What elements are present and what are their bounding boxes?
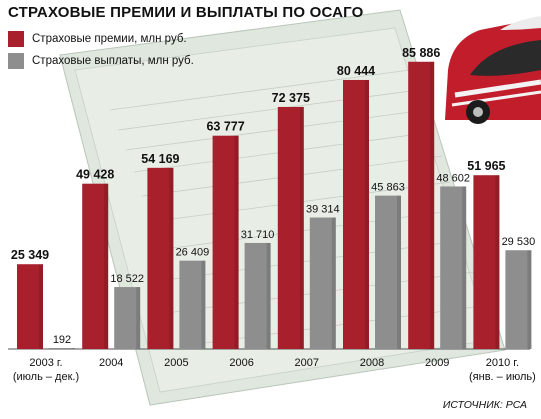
payout-value-label: 18 522 [110,273,144,285]
premium-bar-shade [430,61,435,350]
payout-bar-shade [71,348,75,349]
premium-value-label: 85 886 [402,46,440,60]
premium-bar [82,183,109,349]
payout-bar-shade [397,195,401,349]
premium-bar [473,175,500,349]
premium-bar [277,106,304,349]
x-tick-label: 2010 г. [486,357,519,369]
premium-bar [147,167,174,349]
premium-value-label: 49 428 [76,168,114,182]
premium-value-label: 54 169 [141,152,179,166]
premium-value-label: 72 375 [272,91,310,105]
payout-bar [309,217,336,349]
legend-label-payouts: Страховые выплаты, млн руб. [32,55,194,67]
premium-bar [343,79,369,350]
car-illustration [445,16,541,124]
premium-value-label: 63 777 [206,120,244,134]
x-tick-label: 2008 [360,357,384,369]
payout-bar [244,242,271,349]
premium-value-label: 51 965 [467,159,505,173]
premium-bar [212,135,239,349]
premium-value-label: 25 349 [11,248,49,262]
legend-swatch-premiums [8,31,24,47]
payout-bar [505,250,532,349]
x-tick-label: 2007 [295,357,319,369]
payout-bar-shade [462,186,467,349]
payout-bar [49,348,75,349]
payout-bar-shade [331,217,336,349]
premium-bar [408,61,435,350]
payout-value-label: 45 863 [371,182,405,194]
premium-bar-shade [234,135,239,349]
premium-value-label: 80 444 [337,64,375,78]
payout-value-label: 26 409 [176,247,210,259]
premium-bar-shade [299,106,304,349]
legend-item-premiums: Страховые премии, млн руб. [8,28,194,50]
payout-value-label: 31 710 [241,229,275,241]
payout-bar-shade [136,287,141,349]
x-tick-label: (янв. – июль) [469,371,536,383]
x-tick-label: 2004 [99,357,123,369]
premium-bar-shade [39,264,43,349]
x-tick-label: 2006 [229,357,253,369]
payout-bar-shade [201,260,206,349]
premium-bar-shade [104,183,109,349]
legend-label-premiums: Страховые премии, млн руб. [32,33,187,45]
payout-value-label: 39 314 [306,204,340,216]
source-note: ИСТОЧНИК: РСА [442,399,527,411]
premium-bar-shade [365,79,369,350]
premium-bar-shade [495,175,500,349]
x-tick-label: (июль – дек.) [13,371,79,383]
payout-value-label: 48 602 [436,172,470,184]
payout-bar [179,260,206,349]
bars-layer: 25 349 192 2003 г. (июль – дек.) 49 428 18 52… [8,46,536,383]
payout-value-label: 29 530 [502,236,536,248]
payout-bar [114,287,141,349]
payout-bar-shade [266,242,271,349]
legend: Страховые премии, млн руб. Страховые вып… [8,28,194,72]
payout-bar [440,186,467,349]
premium-bar [17,264,43,349]
x-tick-label: 2003 г. [29,357,62,369]
legend-item-payouts: Страховые выплаты, млн руб. [8,50,194,72]
payout-value-label: 192 [53,334,71,346]
premium-bar-shade [169,167,174,349]
payout-bar [375,195,401,349]
x-tick-label: 2009 [425,357,449,369]
payout-bar-shade [527,250,532,349]
x-tick-label: 2005 [164,357,188,369]
chart-title: СТРАХОВЫЕ ПРЕМИИ И ВЫПЛАТЫ ПО ОСАГО [8,4,364,21]
legend-swatch-payouts [8,53,24,69]
